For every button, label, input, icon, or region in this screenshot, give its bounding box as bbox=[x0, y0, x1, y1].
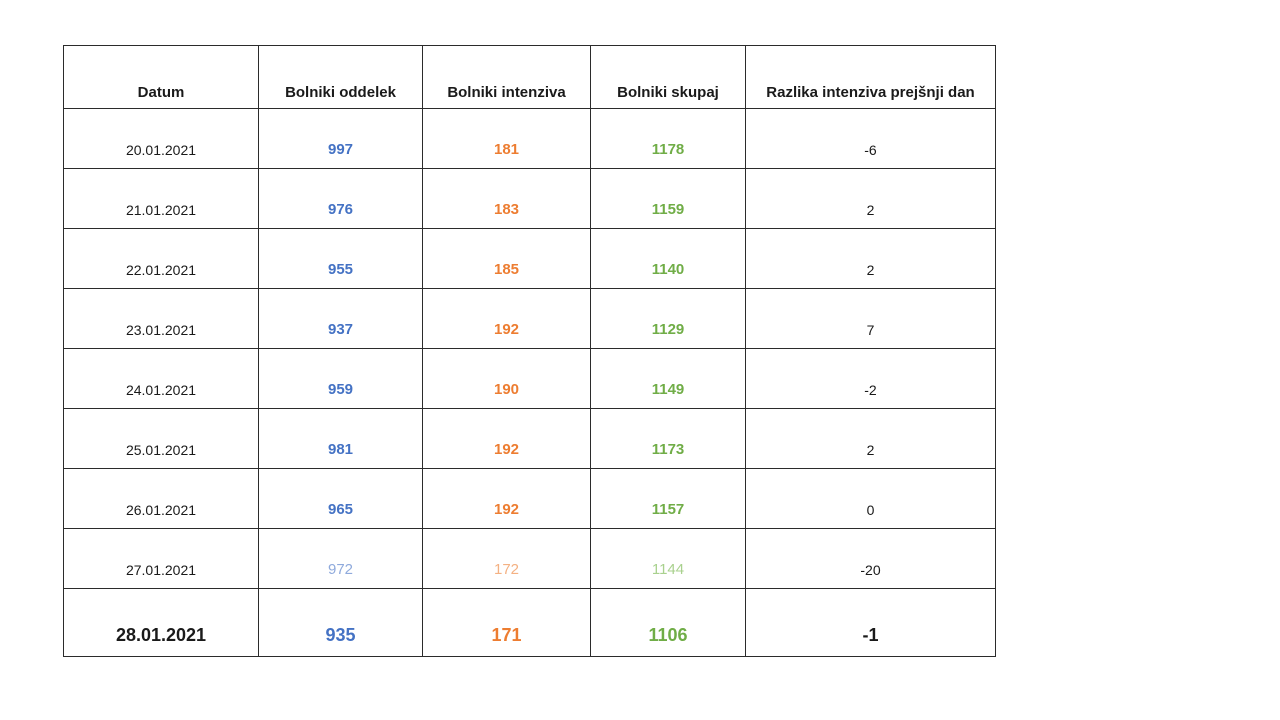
cell-bolniki-skupaj: 1159 bbox=[590, 168, 746, 229]
cell-bolniki-skupaj: 1149 bbox=[590, 348, 746, 409]
cell-bolniki-oddelek: 972 bbox=[258, 528, 423, 589]
cell-bolniki-skupaj: 1140 bbox=[590, 228, 746, 289]
cell-bolniki-oddelek: 935 bbox=[258, 588, 423, 657]
table-row: 23.01.2021 937 192 1129 7 bbox=[63, 288, 996, 349]
cell-bolniki-oddelek: 955 bbox=[258, 228, 423, 289]
cell-razlika-intenziva: 2 bbox=[745, 168, 996, 229]
cell-bolniki-intenziva: 185 bbox=[422, 228, 591, 289]
cell-razlika-intenziva: -20 bbox=[745, 528, 996, 589]
cell-bolniki-oddelek: 997 bbox=[258, 108, 423, 169]
cell-bolniki-oddelek: 965 bbox=[258, 468, 423, 529]
cell-bolniki-intenziva: 181 bbox=[422, 108, 591, 169]
cell-bolniki-oddelek: 937 bbox=[258, 288, 423, 349]
table-row: 27.01.2021 972 172 1144 -20 bbox=[63, 528, 996, 589]
cell-razlika-intenziva: 2 bbox=[745, 228, 996, 289]
cell-razlika-intenziva: -6 bbox=[745, 108, 996, 169]
table-row: 20.01.2021 997 181 1178 -6 bbox=[63, 108, 996, 169]
cell-razlika-intenziva: 0 bbox=[745, 468, 996, 529]
covid-patients-table: Datum Bolniki oddelek Bolniki intenziva … bbox=[63, 45, 996, 657]
header-intenziva: Bolniki intenziva bbox=[422, 45, 591, 109]
cell-bolniki-oddelek: 981 bbox=[258, 408, 423, 469]
header-row: Datum Bolniki oddelek Bolniki intenziva … bbox=[63, 45, 996, 109]
cell-datum: 22.01.2021 bbox=[63, 228, 259, 289]
cell-bolniki-intenziva: 192 bbox=[422, 288, 591, 349]
cell-bolniki-intenziva: 190 bbox=[422, 348, 591, 409]
cell-bolniki-intenziva: 183 bbox=[422, 168, 591, 229]
cell-razlika-intenziva: 2 bbox=[745, 408, 996, 469]
header-skupaj: Bolniki skupaj bbox=[590, 45, 746, 109]
cell-datum: 20.01.2021 bbox=[63, 108, 259, 169]
cell-bolniki-intenziva: 192 bbox=[422, 408, 591, 469]
cell-bolniki-oddelek: 976 bbox=[258, 168, 423, 229]
header-oddelek: Bolniki oddelek bbox=[258, 45, 423, 109]
cell-razlika-intenziva: -1 bbox=[745, 588, 996, 657]
header-datum: Datum bbox=[63, 45, 259, 109]
cell-bolniki-intenziva: 172 bbox=[422, 528, 591, 589]
table-row: 28.01.2021 935 171 1106 -1 bbox=[63, 588, 996, 657]
cell-bolniki-skupaj: 1144 bbox=[590, 528, 746, 589]
cell-bolniki-skupaj: 1129 bbox=[590, 288, 746, 349]
cell-bolniki-intenziva: 192 bbox=[422, 468, 591, 529]
cell-bolniki-intenziva: 171 bbox=[422, 588, 591, 657]
cell-datum: 25.01.2021 bbox=[63, 408, 259, 469]
cell-datum: 23.01.2021 bbox=[63, 288, 259, 349]
table-row: 26.01.2021 965 192 1157 0 bbox=[63, 468, 996, 529]
data-table: Datum Bolniki oddelek Bolniki intenziva … bbox=[63, 45, 996, 657]
table-row: 21.01.2021 976 183 1159 2 bbox=[63, 168, 996, 229]
table-row: 24.01.2021 959 190 1149 -2 bbox=[63, 348, 996, 409]
cell-razlika-intenziva: 7 bbox=[745, 288, 996, 349]
cell-bolniki-oddelek: 959 bbox=[258, 348, 423, 409]
cell-datum: 28.01.2021 bbox=[63, 588, 259, 657]
cell-razlika-intenziva: -2 bbox=[745, 348, 996, 409]
cell-bolniki-skupaj: 1106 bbox=[590, 588, 746, 657]
cell-datum: 24.01.2021 bbox=[63, 348, 259, 409]
table-row: 25.01.2021 981 192 1173 2 bbox=[63, 408, 996, 469]
cell-datum: 26.01.2021 bbox=[63, 468, 259, 529]
cell-bolniki-skupaj: 1173 bbox=[590, 408, 746, 469]
cell-bolniki-skupaj: 1178 bbox=[590, 108, 746, 169]
table-row: 22.01.2021 955 185 1140 2 bbox=[63, 228, 996, 289]
header-razlika: Razlika intenziva prejšnji dan bbox=[745, 45, 996, 109]
cell-datum: 27.01.2021 bbox=[63, 528, 259, 589]
cell-datum: 21.01.2021 bbox=[63, 168, 259, 229]
cell-bolniki-skupaj: 1157 bbox=[590, 468, 746, 529]
